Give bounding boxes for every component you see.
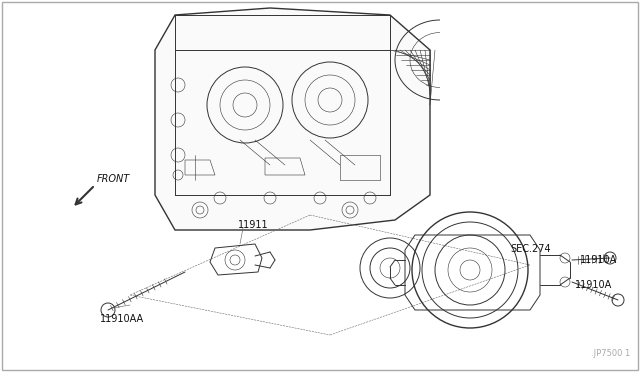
Text: 11910A: 11910A <box>575 280 612 290</box>
Text: .JP7500 1: .JP7500 1 <box>591 349 630 358</box>
Polygon shape <box>155 8 430 230</box>
Text: SEC.274: SEC.274 <box>510 244 550 254</box>
Text: 11910AA: 11910AA <box>100 314 144 324</box>
Text: 11911: 11911 <box>238 220 269 230</box>
Text: 11910A: 11910A <box>580 255 617 265</box>
Text: FRONT: FRONT <box>97 174 131 184</box>
